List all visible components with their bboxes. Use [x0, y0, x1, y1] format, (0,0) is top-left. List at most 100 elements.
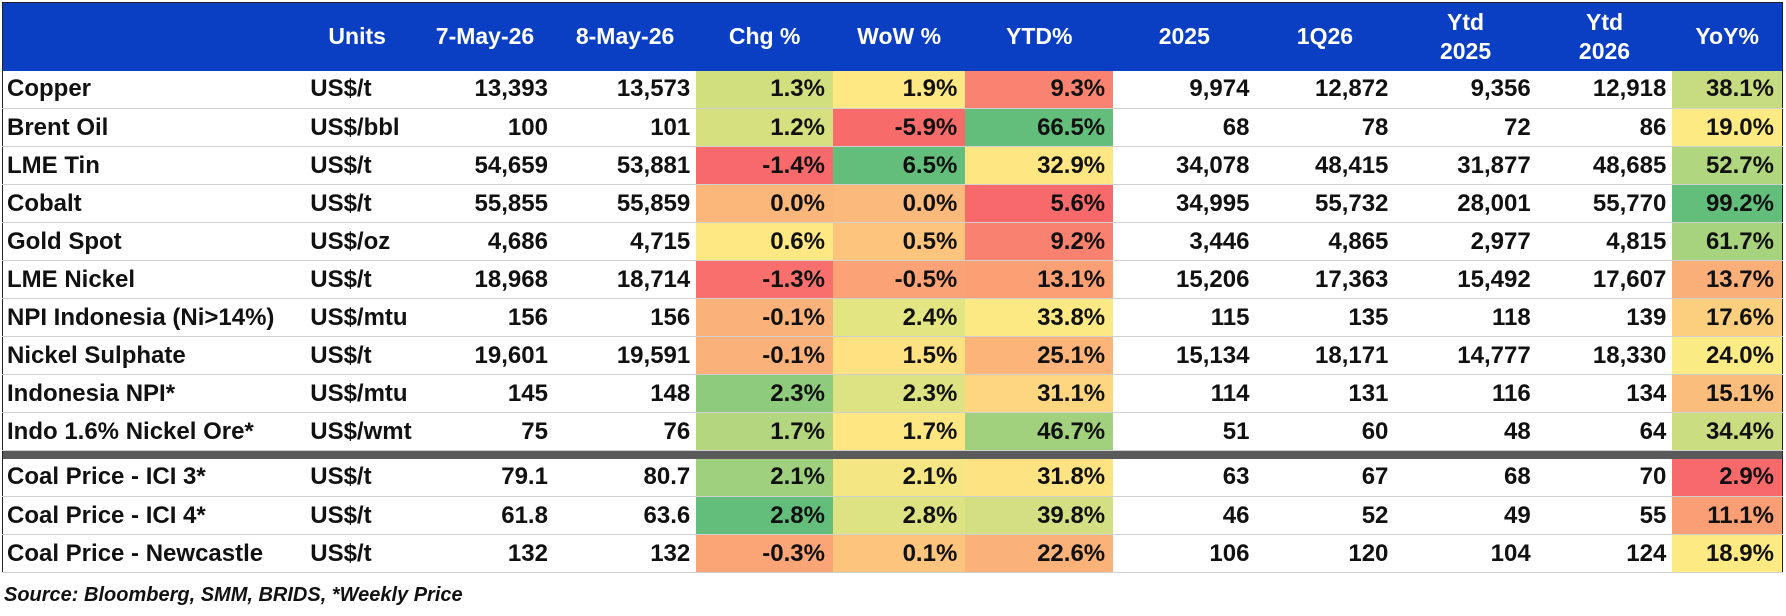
cell-8-may: 156	[553, 298, 697, 337]
cell-7-may: 75	[416, 412, 554, 451]
cell-ytd-2026: 12,918	[1536, 70, 1673, 109]
cell-ytd: 25.1%	[965, 336, 1114, 375]
cell-wow: 0.1%	[832, 534, 966, 573]
cell-7-may: 79.1	[416, 458, 554, 497]
cell-yoy: 18.9%	[1672, 534, 1783, 573]
cell-q1-26: 55,732	[1255, 184, 1395, 223]
cell-ytd-2025: 31,877	[1394, 146, 1537, 185]
cell-name: LME Tin	[2, 146, 299, 185]
cell-wow: -0.5%	[832, 260, 966, 299]
table-row: Nickel Sulphate US$/t 19,601 19,591 -0.1% 1.5…	[2, 336, 1783, 375]
header-ytd-2025-line2: 2025	[1439, 37, 1492, 64]
divider-bar	[2, 450, 1783, 459]
header-1q26: 1Q26	[1255, 2, 1395, 71]
cell-y2025: 15,134	[1113, 336, 1256, 375]
cell-chg: 2.1%	[696, 458, 833, 497]
cell-7-may: 156	[416, 298, 554, 337]
cell-q1-26: 12,872	[1255, 70, 1395, 109]
cell-ytd-2025: 118	[1394, 298, 1537, 337]
table-row: LME Tin US$/t 54,659 53,881 -1.4% 6.5% 32.9% 34…	[2, 146, 1783, 185]
cell-8-may: 76	[553, 412, 697, 451]
cell-name: Copper	[2, 70, 299, 109]
cell-ytd: 9.3%	[965, 70, 1114, 109]
cell-chg: 1.2%	[696, 108, 833, 147]
cell-8-may: 4,715	[553, 222, 697, 261]
cell-q1-26: 78	[1255, 108, 1395, 147]
cell-ytd-2026: 17,607	[1536, 260, 1673, 299]
cell-ytd-2026: 18,330	[1536, 336, 1673, 375]
cell-q1-26: 120	[1255, 534, 1395, 573]
cell-chg: 0.0%	[696, 184, 833, 223]
cell-yoy: 99.2%	[1672, 184, 1783, 223]
cell-ytd: 31.1%	[965, 374, 1114, 413]
cell-8-may: 101	[553, 108, 697, 147]
cell-chg: 0.6%	[696, 222, 833, 261]
cell-ytd: 33.8%	[965, 298, 1114, 337]
cell-unit: US$/bbl	[298, 108, 417, 147]
table-row: Indonesia NPI* US$/mtu 145 148 2.3% 2.3% 31.1%…	[2, 374, 1783, 413]
cell-ytd: 5.6%	[965, 184, 1114, 223]
cell-name: Coal Price - ICI 3*	[2, 458, 299, 497]
cell-ytd-2026: 55	[1536, 496, 1673, 535]
cell-8-may: 63.6	[553, 496, 697, 535]
cell-y2025: 9,974	[1113, 70, 1256, 109]
table-row: NPI Indonesia (Ni>14%) US$/mtu 156 156 -0.1%…	[2, 298, 1783, 337]
cell-y2025: 115	[1113, 298, 1256, 337]
cell-wow: 2.8%	[832, 496, 966, 535]
cell-q1-26: 60	[1255, 412, 1395, 451]
cell-7-may: 19,601	[416, 336, 554, 375]
cell-ytd: 9.2%	[965, 222, 1114, 261]
commodity-table: Units 7-May-26 8-May-26 Chg % WoW % YTD%…	[2, 2, 1783, 573]
table-row: LME Nickel US$/t 18,968 18,714 -1.3% -0.5% 13.…	[2, 260, 1783, 299]
cell-y2025: 46	[1113, 496, 1256, 535]
cell-q1-26: 52	[1255, 496, 1395, 535]
cell-y2025: 51	[1113, 412, 1256, 451]
cell-wow: 1.9%	[832, 70, 966, 109]
cell-ytd-2025: 14,777	[1394, 336, 1537, 375]
cell-7-may: 61.8	[416, 496, 554, 535]
header-ytd-2025-line1: Ytd	[1447, 8, 1485, 35]
table-row: Indo 1.6% Nickel Ore* US$/wmt 75 76 1.7% 1.7%…	[2, 412, 1783, 451]
cell-q1-26: 48,415	[1255, 146, 1395, 185]
cell-7-may: 18,968	[416, 260, 554, 299]
cell-chg: -0.1%	[696, 336, 833, 375]
cell-unit: US$/mtu	[298, 298, 417, 337]
cell-unit: US$/wmt	[298, 412, 417, 451]
cell-wow: 0.0%	[832, 184, 966, 223]
cell-wow: 1.7%	[832, 412, 966, 451]
cell-unit: US$/oz	[298, 222, 417, 261]
cell-wow: 2.4%	[832, 298, 966, 337]
cell-chg: -1.3%	[696, 260, 833, 299]
cell-chg: -1.4%	[696, 146, 833, 185]
cell-8-may: 13,573	[553, 70, 697, 109]
cell-yoy: 34.4%	[1672, 412, 1783, 451]
cell-name: Nickel Sulphate	[2, 336, 299, 375]
cell-ytd-2026: 139	[1536, 298, 1673, 337]
cell-ytd-2025: 2,977	[1394, 222, 1537, 261]
cell-ytd: 13.1%	[965, 260, 1114, 299]
cell-yoy: 13.7%	[1672, 260, 1783, 299]
header-ytd-2025: Ytd 2025	[1394, 2, 1537, 71]
cell-8-may: 55,859	[553, 184, 697, 223]
cell-yoy: 11.1%	[1672, 496, 1783, 535]
cell-ytd: 31.8%	[965, 458, 1114, 497]
cell-ytd-2026: 64	[1536, 412, 1673, 451]
cell-ytd-2025: 48	[1394, 412, 1537, 451]
table-body: Copper US$/t 13,393 13,573 1.3% 1.9% 9.3% 9,974…	[2, 70, 1783, 573]
cell-chg: 2.8%	[696, 496, 833, 535]
cell-ytd-2025: 104	[1394, 534, 1537, 573]
cell-yoy: 2.9%	[1672, 458, 1783, 497]
cell-y2025: 106	[1113, 534, 1256, 573]
cell-ytd-2026: 134	[1536, 374, 1673, 413]
header-7-may: 7-May-26	[416, 2, 554, 71]
header-ytd-2026: Ytd 2026	[1536, 2, 1673, 71]
cell-yoy: 15.1%	[1672, 374, 1783, 413]
table-row: Brent Oil US$/bbl 100 101 1.2% -5.9% 66.5% 68 78…	[2, 108, 1783, 147]
cell-yoy: 61.7%	[1672, 222, 1783, 261]
cell-8-may: 132	[553, 534, 697, 573]
cell-y2025: 63	[1113, 458, 1256, 497]
cell-y2025: 34,995	[1113, 184, 1256, 223]
cell-7-may: 13,393	[416, 70, 554, 109]
cell-7-may: 54,659	[416, 146, 554, 185]
header-commodity	[2, 2, 299, 71]
